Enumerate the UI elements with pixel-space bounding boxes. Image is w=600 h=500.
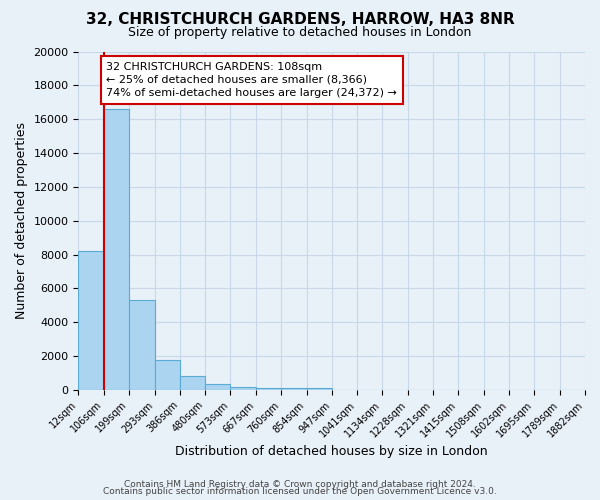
Bar: [281, 388, 307, 390]
Bar: [205, 384, 230, 390]
Bar: [307, 388, 332, 390]
Bar: [256, 388, 281, 390]
Text: 32 CHRISTCHURCH GARDENS: 108sqm
← 25% of detached houses are smaller (8,366)
74%: 32 CHRISTCHURCH GARDENS: 108sqm ← 25% of…: [106, 62, 397, 98]
Y-axis label: Number of detached properties: Number of detached properties: [15, 122, 28, 319]
Text: Contains HM Land Registry data © Crown copyright and database right 2024.: Contains HM Land Registry data © Crown c…: [124, 480, 476, 489]
Bar: [104, 109, 129, 390]
Text: Size of property relative to detached houses in London: Size of property relative to detached ho…: [128, 26, 472, 39]
Bar: [129, 300, 155, 390]
Bar: [230, 386, 256, 390]
Bar: [155, 360, 180, 390]
Bar: [180, 376, 205, 390]
Text: 32, CHRISTCHURCH GARDENS, HARROW, HA3 8NR: 32, CHRISTCHURCH GARDENS, HARROW, HA3 8N…: [86, 12, 514, 28]
X-axis label: Distribution of detached houses by size in London: Distribution of detached houses by size …: [175, 444, 488, 458]
Text: Contains public sector information licensed under the Open Government Licence v3: Contains public sector information licen…: [103, 488, 497, 496]
Bar: [79, 251, 104, 390]
